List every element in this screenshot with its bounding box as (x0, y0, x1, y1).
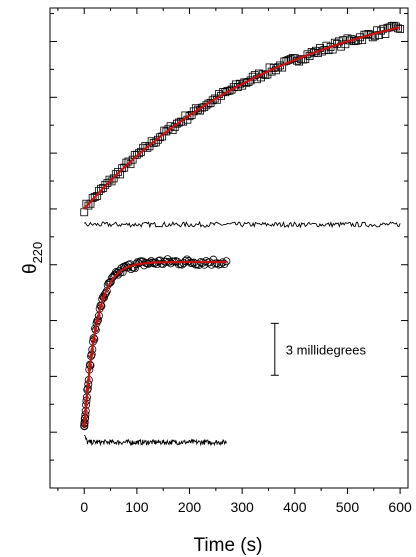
data-point-square (88, 194, 97, 202)
data-point-square (194, 105, 202, 114)
data-point-square (114, 168, 122, 177)
data-point-square (227, 85, 236, 94)
y-axis-label: θ220 (20, 242, 45, 274)
data-point-circle (220, 259, 229, 268)
data-point-circle (113, 268, 122, 277)
x-tick-label: 300 (230, 499, 254, 515)
x-tick-label: 200 (178, 499, 202, 515)
data-point-square (97, 184, 105, 193)
data-point-square (175, 118, 183, 127)
fit-curve (83, 26, 401, 210)
data-point-square (132, 150, 141, 159)
plot-frame (49, 7, 409, 489)
data-point-square (208, 96, 217, 105)
data-point-square (128, 155, 137, 164)
data-point-square (95, 187, 103, 195)
data-point-square (118, 164, 127, 173)
fit-curve (83, 260, 227, 427)
residual-trace (83, 434, 227, 447)
series-2 (80, 255, 231, 447)
data-point-square (274, 63, 282, 72)
data-point-circle (106, 278, 115, 287)
data-point-square (135, 149, 143, 158)
y-axis-label-subscript: 220 (30, 242, 45, 264)
x-tick-label: 0 (80, 499, 88, 515)
data-point-square (84, 201, 93, 210)
data-point-square (198, 103, 207, 112)
data-point-square (185, 112, 194, 121)
data-point-square (80, 208, 89, 217)
data-point-square (90, 193, 99, 201)
data-point-circle (140, 261, 149, 270)
data-point-square (137, 147, 145, 156)
data-point-square (143, 143, 152, 152)
y-axis-label-symbol: θ (20, 263, 41, 274)
data-point-square (309, 48, 318, 57)
x-axis-label: Time (s) (194, 535, 263, 556)
x-tick-label: 600 (388, 499, 412, 515)
data-point-square (156, 133, 164, 142)
data-point-square (111, 170, 120, 179)
residual-trace (83, 220, 401, 229)
data-point-square (162, 127, 171, 136)
x-tick-label: 400 (283, 499, 307, 515)
data-point-square (107, 177, 116, 186)
x-tick-label: 100 (125, 499, 149, 515)
data-point-square (92, 192, 101, 200)
data-point-square (109, 174, 118, 183)
scale-bar-label: 3 millidegrees (286, 342, 367, 357)
x-tick-label: 500 (336, 499, 360, 515)
series-1 (80, 21, 405, 229)
data-point-square (210, 94, 219, 103)
data-point-square (172, 119, 181, 128)
data-point-circle (114, 270, 123, 279)
